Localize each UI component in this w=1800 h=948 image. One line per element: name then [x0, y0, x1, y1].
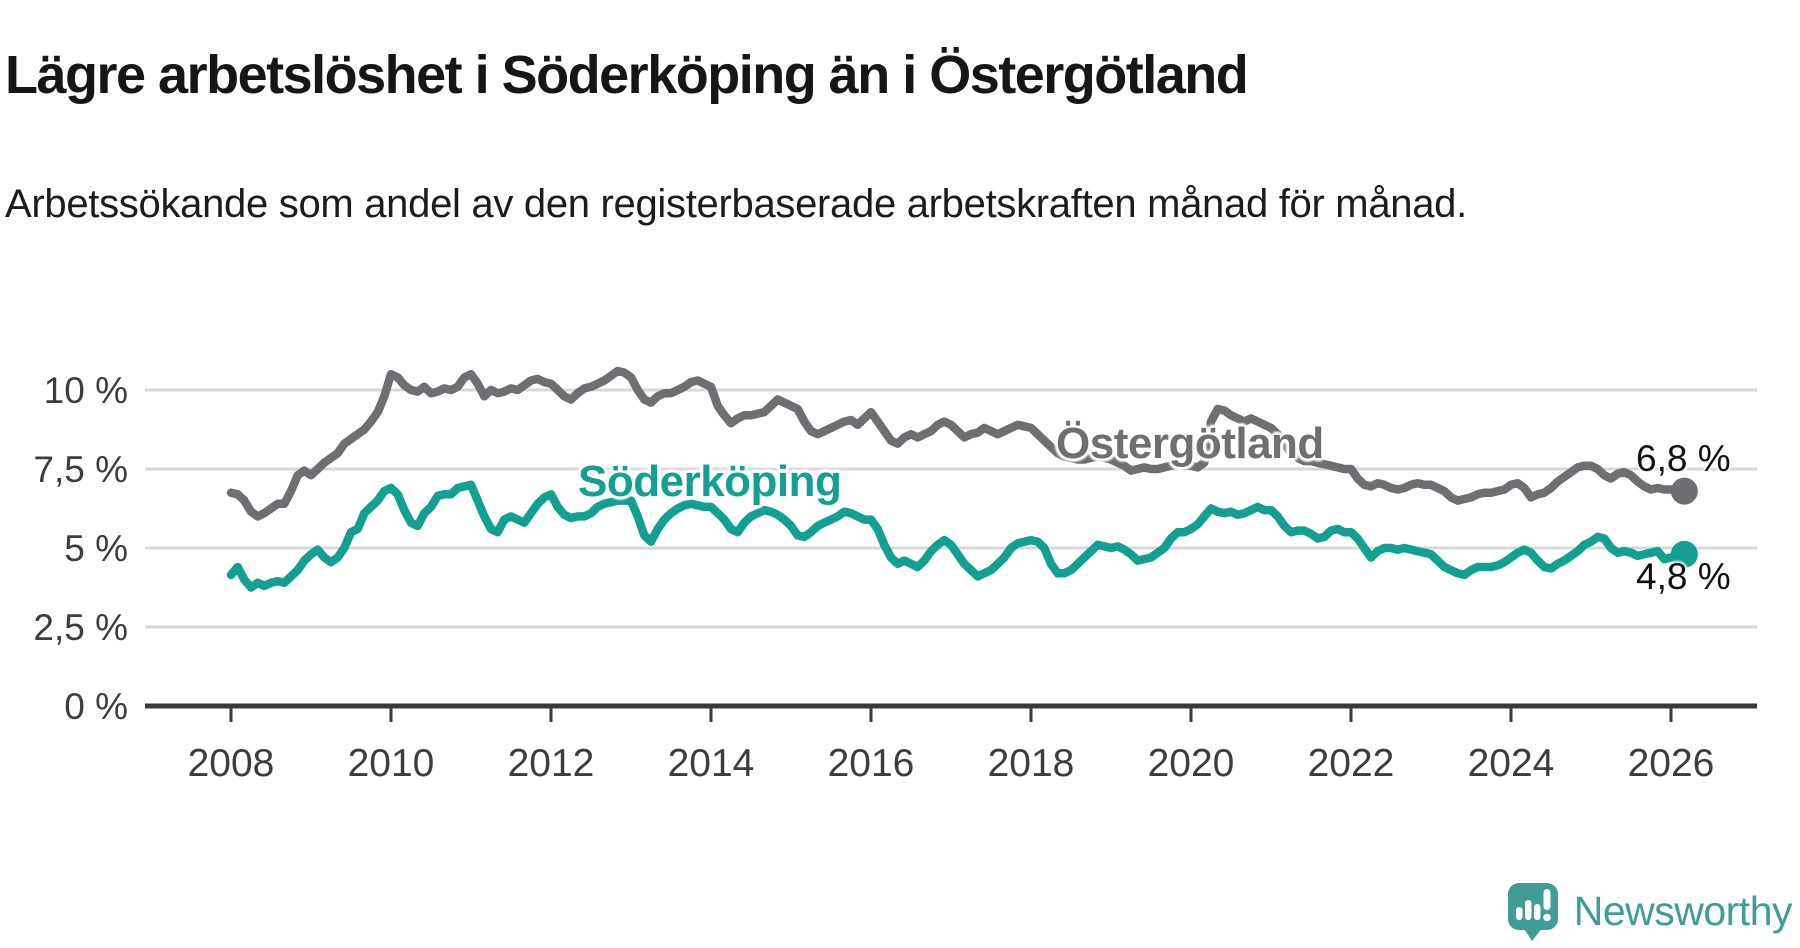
chart-subtitle: Arbetssökande som andel av den registerb… [5, 182, 1467, 226]
x-axis-tick-label: 2024 [1468, 742, 1555, 785]
series-label-soderkoping: Söderköping [578, 457, 842, 506]
series-end-dot-ostergotland [1670, 477, 1698, 505]
x-axis-tick-label: 2018 [988, 742, 1075, 785]
y-axis-tick-label: 10 % [44, 370, 128, 411]
newsworthy-bubble-chart-icon [1507, 883, 1558, 941]
series-line-ostergotland [226, 366, 1689, 521]
y-axis-tick-label: 5 % [64, 528, 128, 569]
newsworthy-logo: Newsworthy [1507, 880, 1793, 942]
y-axis-tick-label: 0 % [64, 686, 128, 727]
series-line-soderkoping [226, 480, 1689, 592]
page-title: Lägre arbetslöshet i Söderköping än i Ös… [5, 45, 1249, 106]
x-axis-tick-label: 2026 [1628, 742, 1715, 785]
series-label-ostergotland: Östergötland [1056, 419, 1324, 468]
x-axis-tick-label: 2010 [348, 742, 435, 785]
y-axis-tick-label: 7,5 % [33, 449, 128, 490]
newsworthy-wordmark: Newsworthy [1573, 888, 1793, 934]
end-value-label-soderkoping: 4,8 % [1636, 556, 1731, 597]
end-value-label-ostergotland: 6,8 % [1636, 438, 1731, 479]
x-axis-tick-label: 2012 [508, 742, 595, 785]
x-axis-tick-label: 2008 [188, 742, 275, 785]
x-axis-tick-label: 2022 [1308, 742, 1395, 785]
series-end-dot-soderkoping [1670, 540, 1698, 568]
y-axis-tick-label: 2,5 % [33, 607, 128, 648]
x-axis-tick-label: 2014 [668, 742, 755, 785]
x-axis-tick-label: 2020 [1148, 742, 1235, 785]
x-axis-tick-label: 2016 [828, 742, 915, 785]
